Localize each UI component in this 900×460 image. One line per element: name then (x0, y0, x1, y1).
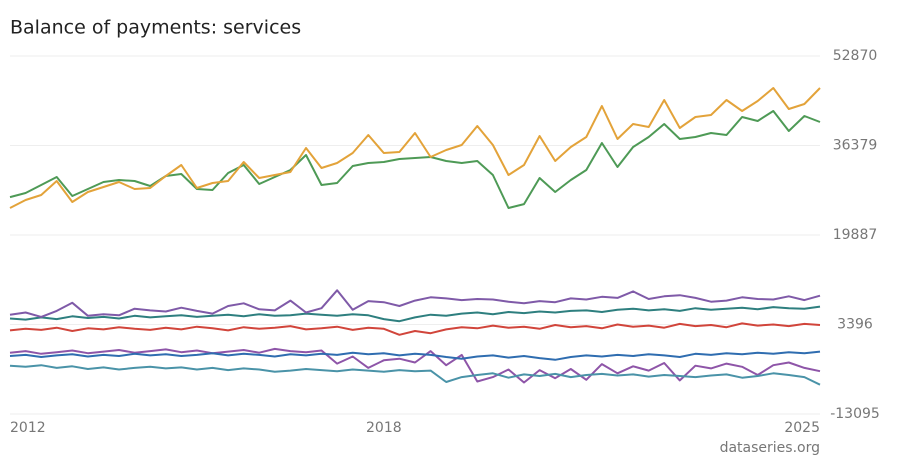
chart-title: Balance of payments: services (10, 17, 301, 39)
series-line (9, 305, 821, 323)
x-tick-label: 2025 (784, 420, 820, 436)
series-line (9, 322, 821, 336)
series-line (9, 110, 821, 209)
series-line (9, 289, 821, 318)
y-tick-label: 36379 (833, 137, 878, 153)
x-tick-label: 2012 (10, 420, 46, 436)
y-tick-label: 3396 (837, 317, 873, 333)
y-tick-label: -13095 (830, 406, 880, 422)
y-tick-label: 19887 (833, 227, 878, 243)
series-line (9, 364, 821, 386)
series-line (9, 350, 821, 361)
series-line (9, 87, 821, 209)
y-tick-label: 52870 (833, 48, 878, 64)
source: dataseries.org (720, 440, 820, 456)
x-tick-label: 2018 (366, 420, 402, 436)
